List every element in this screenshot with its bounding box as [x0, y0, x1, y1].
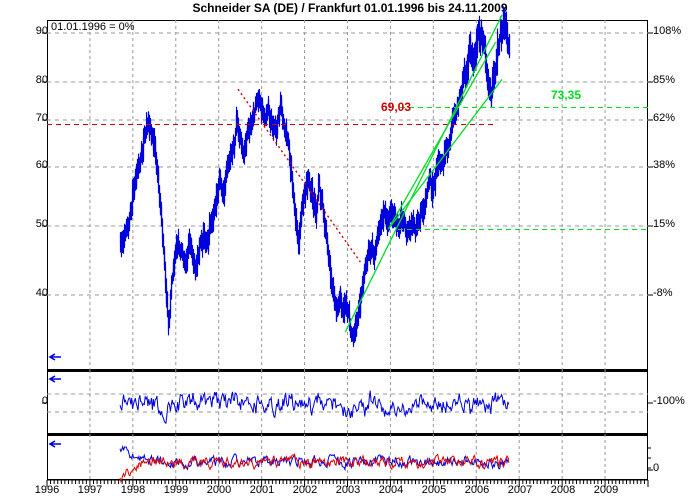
y-axis-label-left: 50 — [35, 218, 48, 230]
y-axis-label-right: 108% — [653, 25, 682, 37]
uptrend-line-2 — [387, 42, 497, 230]
y-axis-label-left: 80 — [35, 74, 48, 86]
uptrend-line-3 — [387, 79, 503, 230]
x-axis-label: 2008 — [550, 484, 576, 496]
oscillator-label-left: 0 — [41, 395, 48, 407]
x-axis-label: 2006 — [464, 484, 490, 496]
y-axis-label-right: -8% — [653, 287, 673, 299]
dmi-series — [119, 445, 510, 483]
y-axis-label-left: 90 — [35, 25, 48, 37]
osc-marker-arrow — [48, 353, 61, 361]
x-axis-label: 2000 — [206, 484, 232, 496]
y-axis-label-left: 60 — [35, 159, 48, 171]
uptrend-line-1 — [344, 14, 503, 333]
oscillator-label-right: -100% — [653, 395, 685, 407]
resistance-level-label: 69,03 — [381, 100, 412, 114]
x-axis-label: 2005 — [421, 484, 447, 496]
osc-marker-arrow — [48, 375, 61, 383]
x-axis-label: 1997 — [77, 484, 103, 496]
x-axis-label: 2003 — [335, 484, 361, 496]
dmi-marker-arrow — [48, 440, 61, 448]
target-level-label: 73,35 — [551, 88, 582, 102]
y-axis-label-right: 38% — [653, 159, 676, 171]
y-axis-label-right: 85% — [653, 74, 676, 86]
downtrend-line — [237, 88, 361, 263]
x-axis-label: 2004 — [378, 484, 404, 496]
dmi-plus-line — [119, 445, 510, 472]
y-axis-label-right: 15% — [653, 218, 676, 230]
price-series — [119, 6, 511, 347]
chart-title: Schneider SA (DE) / Frankfurt 01.01.1996… — [192, 1, 508, 15]
price-panel-subtitle: 01.01.1996 = 0% — [50, 21, 136, 33]
oscillator-line — [119, 390, 510, 425]
y-axis-label-right: 62% — [653, 112, 676, 124]
x-axis-label: 2007 — [507, 484, 533, 496]
oscillator-series — [119, 390, 510, 425]
x-axis-label: 1996 — [34, 484, 60, 496]
x-axis-label: 2009 — [593, 484, 619, 496]
y-axis-label-left: 40 — [35, 287, 48, 299]
dmi-minus-line — [119, 452, 510, 483]
x-axis-label: 1999 — [163, 484, 189, 496]
y-axis-label-left: 70 — [35, 112, 48, 124]
x-axis-label: 2001 — [249, 484, 275, 496]
x-axis-label: 2002 — [292, 484, 318, 496]
x-axis-label: 1998 — [120, 484, 146, 496]
dmi-label-right: 0 — [653, 462, 660, 474]
